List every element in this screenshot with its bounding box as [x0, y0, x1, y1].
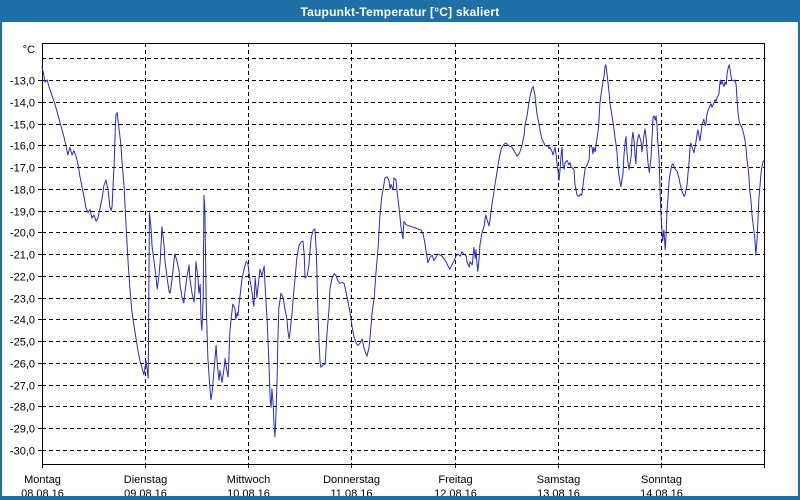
- x-date-label: 10.08.16: [227, 488, 270, 496]
- y-tick-label: -13,0: [10, 76, 35, 88]
- title-bar: Taupunkt-Temperatur [°C] skaliert: [2, 2, 798, 22]
- temperature-line: [41, 64, 765, 438]
- y-tick-label: -17,0: [10, 163, 35, 175]
- x-date-label: 11.08.16: [330, 488, 372, 496]
- chart-plot: -13,0 -14,0 -15,0 -16,0 -17,0 -18,0 -19,0 -20,0…: [10, 43, 765, 496]
- y-tick-label: -16,0: [10, 141, 35, 153]
- y-tick-label: -25,0: [10, 337, 35, 349]
- y-tick-label: -27,0: [10, 381, 35, 393]
- y-tick-label: -18,0: [10, 185, 35, 197]
- x-day-label: Dienstag: [124, 474, 167, 486]
- window-title: Taupunkt-Temperatur [°C] skaliert: [300, 5, 500, 19]
- x-day-label: Donnerstag: [323, 474, 380, 486]
- y-tick-label: -20,0: [10, 228, 35, 240]
- y-tick-label: -24,0: [10, 315, 35, 327]
- y-tick-label: -14,0: [10, 98, 35, 110]
- y-tick-label: -21,0: [10, 250, 35, 262]
- y-tick-label: -29,0: [10, 424, 35, 436]
- x-day-label: Montag: [24, 474, 61, 486]
- y-tick-label: -30,0: [10, 446, 35, 458]
- y-tick-label: -26,0: [10, 359, 35, 371]
- x-day-label: Samstag: [537, 474, 580, 486]
- y-tick-label: -15,0: [10, 120, 35, 132]
- y-tick-label: -28,0: [10, 402, 35, 414]
- x-date-label: 14.08.16: [640, 488, 683, 496]
- x-day-label: Freitag: [438, 474, 472, 486]
- x-date-label: 08.08.16: [21, 488, 64, 496]
- y-tick-label: -19,0: [10, 207, 35, 219]
- x-date-label: 12.08.16: [434, 488, 477, 496]
- x-date-label: 13.08.16: [537, 488, 580, 496]
- y-tick-label: -22,0: [10, 272, 35, 284]
- x-date-label: 09.08.16: [124, 488, 167, 496]
- plot-border: [42, 43, 765, 465]
- y-tick-label: -23,0: [10, 294, 35, 306]
- y-axis-unit-label: °C: [23, 44, 35, 56]
- chart-area: -13,0 -14,0 -15,0 -16,0 -17,0 -18,0 -19,0 -20,0…: [2, 22, 798, 496]
- x-day-label: Mittwoch: [227, 474, 270, 486]
- x-day-label: Sonntag: [641, 474, 682, 486]
